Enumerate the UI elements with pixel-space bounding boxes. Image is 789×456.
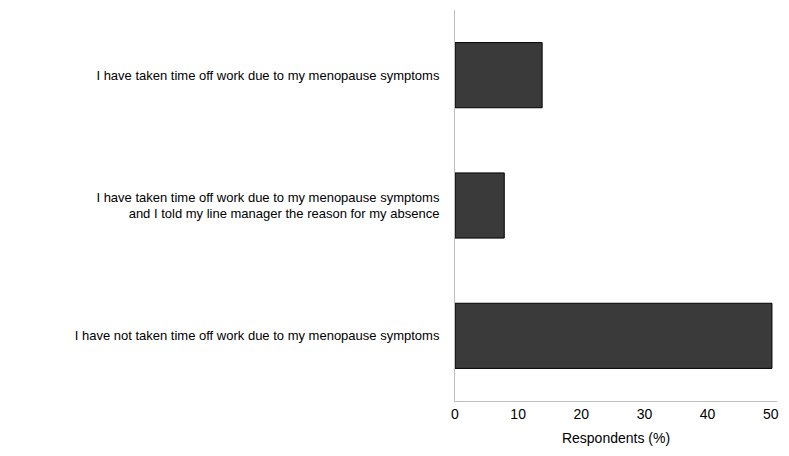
svg-text:I have taken time off work due: I have taken time off work due to my men…	[96, 190, 439, 222]
svg-text:50: 50	[763, 406, 779, 422]
svg-text:Respondents (%): Respondents (%)	[562, 430, 670, 446]
svg-text:0: 0	[451, 406, 459, 422]
svg-text:10: 10	[510, 406, 526, 422]
svg-text:30: 30	[637, 406, 653, 422]
svg-text:I have taken time off work due: I have taken time off work due to my men…	[96, 68, 439, 83]
svg-text:20: 20	[573, 406, 589, 422]
svg-text:I have not taken time off work: I have not taken time off work due to my…	[75, 328, 440, 343]
svg-text:40: 40	[700, 406, 716, 422]
